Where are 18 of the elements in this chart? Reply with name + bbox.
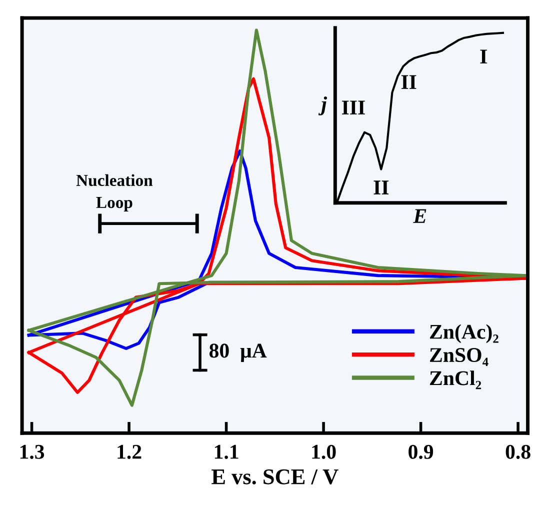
x-tick-label: 0.8 [506, 444, 530, 459]
annotation: III [342, 100, 365, 114]
annotation: II [401, 75, 416, 89]
annotation: Nucleation Loop [76, 174, 153, 212]
x-tick-label: 1.3 [20, 444, 44, 459]
legend-label: Zn(Ac)₂ [430, 324, 498, 344]
x-tick-label: 1.2 [118, 444, 142, 459]
annotation: 80 μA [209, 344, 267, 362]
x-axis-title: E [413, 209, 426, 223]
annotation: II [374, 180, 389, 194]
x-tick-label: 0.9 [408, 444, 434, 459]
legend-label: ZnCl₂ [430, 370, 482, 390]
legend-label: ZnSO₄ [430, 348, 488, 366]
x-tick-label: 1.0 [312, 444, 336, 459]
x-axis-title: E vs. SCE / V [212, 469, 338, 484]
y-axis-title: j [318, 96, 328, 116]
x-tick-label: 1.1 [214, 444, 238, 459]
annotation: I [480, 50, 487, 64]
